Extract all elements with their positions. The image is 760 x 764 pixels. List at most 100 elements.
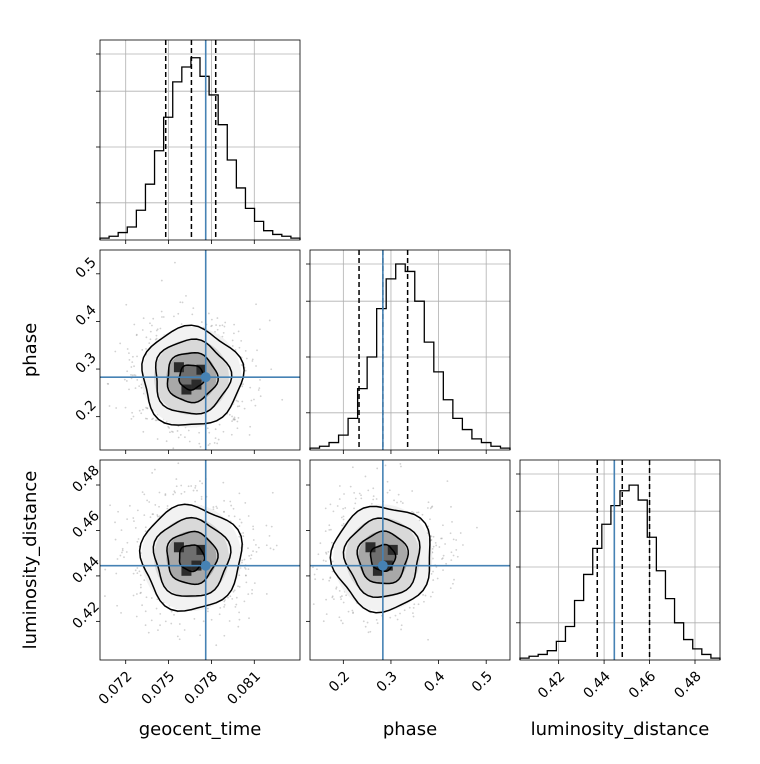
sample-point xyxy=(235,603,238,606)
sample-point xyxy=(125,303,128,306)
histogram-frame xyxy=(99,39,301,241)
contour-line xyxy=(369,543,397,572)
sample-point xyxy=(228,413,231,416)
sample-point xyxy=(200,495,203,498)
sample-point xyxy=(194,486,197,489)
sample-point xyxy=(412,615,415,618)
sample-point xyxy=(139,586,142,589)
sample-point xyxy=(170,430,173,433)
sample-point xyxy=(423,600,425,603)
x-tick-label: 0.5 xyxy=(469,668,496,695)
sample-point xyxy=(319,542,322,545)
sample-point xyxy=(216,442,219,445)
sample-point xyxy=(142,408,144,411)
y-axis-label-phase: phase xyxy=(20,323,41,377)
histogram-step xyxy=(99,57,301,240)
sample-point xyxy=(432,545,435,548)
sample-point xyxy=(126,370,129,373)
sample-point xyxy=(132,572,135,575)
sample-point xyxy=(167,425,170,428)
sample-point xyxy=(445,562,448,565)
sample-point xyxy=(150,597,153,599)
sample-point xyxy=(251,592,253,595)
sample-point xyxy=(343,493,345,495)
sample-point xyxy=(253,582,256,585)
sample-point xyxy=(123,378,126,381)
sample-point xyxy=(207,312,210,315)
x-tick-label: 0.081 xyxy=(224,668,264,708)
sample-point xyxy=(194,485,197,487)
sample-point xyxy=(224,321,227,324)
sample-point xyxy=(172,447,175,450)
sample-point xyxy=(196,489,198,492)
sample-point xyxy=(206,427,209,430)
sample-point xyxy=(150,619,153,622)
sample-point xyxy=(199,634,201,637)
sample-point xyxy=(412,606,415,609)
sample-point xyxy=(123,556,125,559)
sample-point xyxy=(238,618,241,621)
sample-point xyxy=(249,386,252,389)
sample-point xyxy=(156,438,159,440)
sample-point xyxy=(230,433,233,436)
sample-point xyxy=(232,507,235,510)
sample-point xyxy=(452,538,455,541)
sample-point xyxy=(213,442,216,444)
sample-point xyxy=(312,603,315,606)
sample-point xyxy=(158,505,160,508)
sample-point xyxy=(372,487,375,490)
sample-point xyxy=(322,559,325,562)
sample-point xyxy=(396,618,399,621)
sample-point xyxy=(369,630,372,633)
sample-point xyxy=(338,485,341,487)
sample-point xyxy=(218,423,221,426)
sample-point xyxy=(178,623,181,625)
sample-point xyxy=(136,379,139,381)
sample-point xyxy=(199,480,201,482)
sample-point xyxy=(215,644,218,647)
sample-point xyxy=(165,440,168,443)
y-tick-label: 0.3 xyxy=(73,350,100,377)
sample-point xyxy=(151,513,154,516)
sample-point xyxy=(140,412,143,415)
x-tick-label: 0.075 xyxy=(139,668,179,708)
sample-point xyxy=(265,524,268,527)
sample-point xyxy=(347,610,350,613)
sample-point xyxy=(342,515,345,518)
sample-point xyxy=(332,598,335,601)
sample-point xyxy=(104,595,106,597)
sample-point xyxy=(183,491,186,493)
sample-point xyxy=(221,335,224,338)
sample-point xyxy=(245,357,248,360)
sample-point xyxy=(362,620,365,623)
sample-point xyxy=(217,438,220,441)
sample-point xyxy=(132,517,135,519)
sample-point xyxy=(139,583,142,586)
sample-point xyxy=(386,491,389,494)
sample-point xyxy=(152,317,155,320)
sample-point xyxy=(238,525,241,527)
sample-point xyxy=(140,591,142,594)
sample-point xyxy=(210,318,213,321)
sample-point xyxy=(173,490,176,493)
sample-point xyxy=(233,323,236,326)
sample-point xyxy=(426,507,429,509)
sample-point xyxy=(400,465,402,468)
sample-point xyxy=(259,378,261,381)
sample-point xyxy=(136,355,138,358)
sample-point xyxy=(138,385,141,388)
sample-point xyxy=(139,574,142,577)
sample-point xyxy=(248,617,250,620)
sample-point xyxy=(236,405,239,408)
sample-point xyxy=(325,551,327,554)
sample-point xyxy=(159,612,162,615)
sample-point xyxy=(155,329,158,332)
sample-point xyxy=(455,539,458,541)
sample-point xyxy=(244,568,247,570)
sample-point xyxy=(330,528,332,531)
sample-point xyxy=(413,603,416,606)
sample-point xyxy=(401,502,404,504)
sample-point xyxy=(431,505,434,508)
sample-point xyxy=(149,516,152,519)
